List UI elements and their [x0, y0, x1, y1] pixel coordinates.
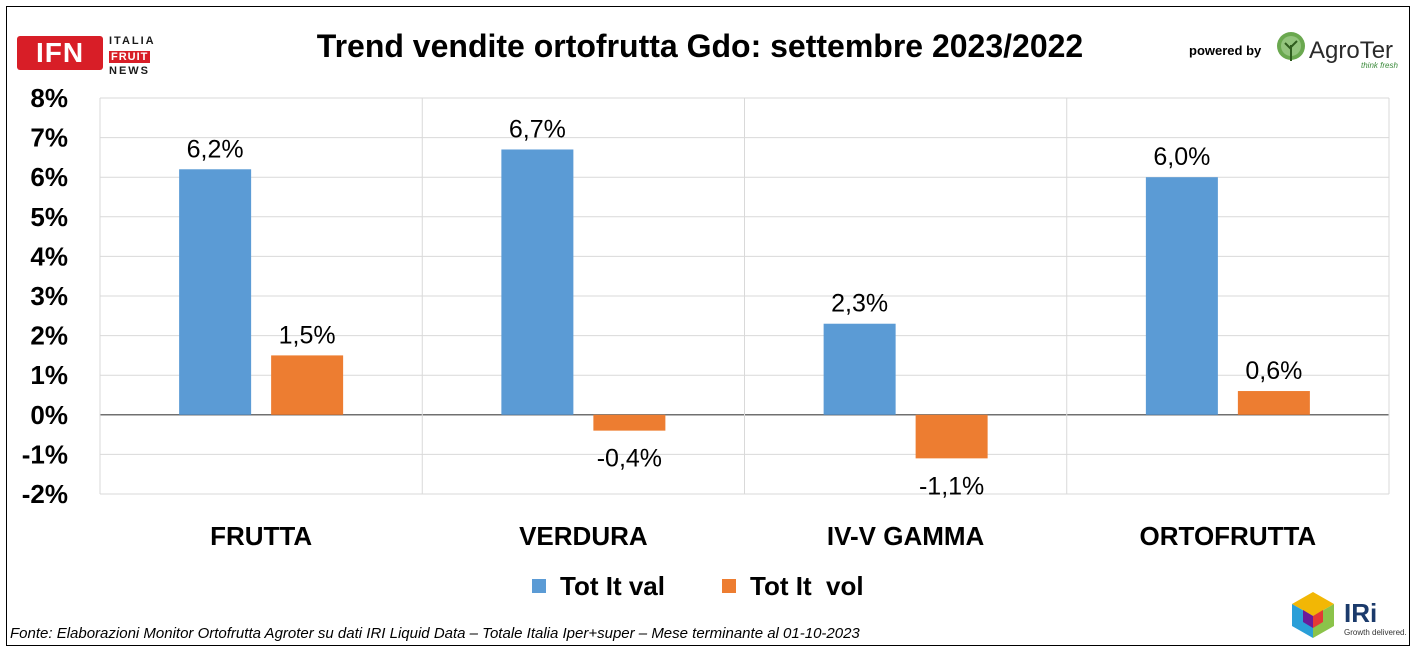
ifn-logo-line-italia: ITALIA — [109, 35, 156, 47]
source-note: Fonte: Elaborazioni Monitor Ortofrutta A… — [10, 625, 860, 642]
y-tick-label: 6% — [30, 162, 68, 192]
bar-vol — [271, 355, 344, 415]
ifn-logo: IFN ITALIA FRUIT NEWS — [17, 35, 162, 77]
chart-frame — [6, 6, 1410, 646]
bar-val — [501, 149, 574, 415]
powered-by-label: powered by — [1189, 43, 1262, 58]
legend-swatch-val — [532, 579, 546, 593]
bar-chart: 8% 7% 6% 5% 4% 3% 2% 1% 0% -1% -2% 6,2% 1,5% FRUTTA 6,… — [22, 83, 1390, 551]
bar-vol — [915, 414, 988, 459]
agroter-logo-tagline: think fresh — [1361, 61, 1398, 70]
y-tick-label: 1% — [30, 360, 68, 390]
ifn-logo-box — [17, 36, 103, 70]
data-label: 1,5% — [279, 321, 336, 349]
ifn-logo-wordmark: ITALIA FRUIT NEWS — [109, 35, 179, 77]
data-label: 6,2% — [187, 135, 244, 163]
agroter-logo: AgroTer think fresh — [1275, 31, 1405, 70]
bar-vol — [593, 414, 666, 431]
data-label: -1,1% — [919, 472, 984, 500]
iri-cube-icon — [1292, 592, 1334, 638]
category-label: VERDURA — [519, 521, 648, 551]
legend-label-vol: Tot It vol — [750, 571, 864, 601]
bar-vol — [1237, 391, 1310, 415]
data-label: 0,6% — [1245, 357, 1302, 385]
legend-swatch-vol — [722, 579, 736, 593]
y-tick-label: 2% — [30, 321, 68, 351]
data-label: 6,0% — [1153, 143, 1210, 171]
ifn-logo-line-news: NEWS — [109, 65, 150, 77]
y-tick-label: 4% — [30, 241, 68, 271]
iri-logo-name: IRi — [1344, 598, 1378, 628]
bar-val — [823, 323, 896, 415]
chart-title: Trend vendite ortofrutta Gdo: settembre … — [316, 28, 1084, 64]
agroter-logo-name: AgroTer — [1309, 37, 1394, 64]
y-tick-label: 8% — [30, 83, 68, 113]
y-tick-label: -2% — [22, 479, 68, 509]
bar-val — [179, 169, 252, 415]
legend-label-val: Tot It val — [560, 571, 665, 601]
data-label: 6,7% — [509, 115, 566, 143]
y-tick-label: 7% — [30, 123, 68, 153]
y-tick-label: 5% — [30, 202, 68, 232]
category-label: IV-V GAMMA — [827, 521, 985, 551]
iri-logo-tagline: Growth delivered. — [1344, 628, 1407, 637]
y-tick-label: 3% — [30, 281, 68, 311]
category-label: ORTOFRUTTA — [1140, 521, 1317, 551]
tree-icon — [1277, 32, 1305, 61]
ifn-logo-letters: IFN — [35, 37, 85, 68]
chart-legend: Tot It val Tot It vol — [0, 570, 1418, 602]
y-tick-label: -1% — [22, 439, 68, 469]
data-label: 2,3% — [831, 290, 888, 318]
category-label: FRUTTA — [210, 521, 312, 551]
bar-val — [1145, 177, 1218, 415]
iri-logo: IRi Growth delivered. — [1290, 590, 1410, 640]
data-label: -0,4% — [597, 445, 662, 473]
y-tick-label: 0% — [30, 400, 68, 430]
ifn-logo-line-fruit: FRUIT — [109, 51, 151, 63]
